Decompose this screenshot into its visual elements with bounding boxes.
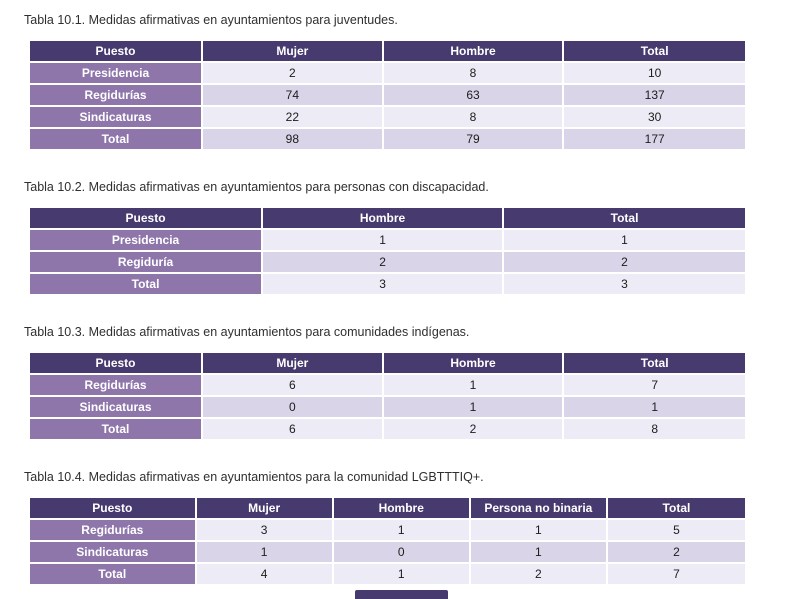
data-cell: 2: [263, 252, 505, 274]
column-header: Puesto: [30, 353, 204, 375]
table-row: Sindicaturas 1 0 1 2: [30, 542, 745, 564]
row-label: Total: [30, 419, 204, 441]
data-cell: 1: [196, 542, 334, 564]
data-cell: 2: [504, 252, 745, 274]
header-row: Puesto Mujer Hombre Persona no binaria Total: [30, 498, 745, 520]
row-label: Regidurías: [30, 85, 204, 107]
row-label: Regidurías: [30, 520, 197, 542]
column-header: Mujer: [203, 41, 384, 63]
affirmative-measures-disability-table: Puesto Hombre Total Presidencia 1 1 Regiduría 2…: [30, 208, 745, 296]
data-cell: 2: [383, 419, 565, 441]
column-header: Mujer: [196, 498, 334, 520]
header-row: Puesto Mujer Hombre Total: [30, 353, 745, 375]
data-cell: 8: [383, 107, 565, 129]
table-section-4: Tabla 10.4. Medidas afirmativas en ayunt…: [0, 470, 800, 586]
data-cell: 1: [263, 230, 505, 252]
data-cell: 1: [333, 520, 471, 542]
column-header: Total: [564, 41, 745, 63]
data-cell: 8: [383, 63, 565, 85]
affirmative-measures-lgbt-table: Puesto Mujer Hombre Persona no binaria Total…: [30, 498, 745, 586]
affirmative-measures-indigenous-table: Puesto Mujer Hombre Total Regidurías 6 1 7 Sindi…: [30, 353, 745, 441]
column-header: Puesto: [30, 208, 264, 230]
column-header: Hombre: [333, 498, 471, 520]
data-cell: 4: [196, 564, 334, 586]
data-cell: 7: [607, 564, 745, 586]
data-cell: 98: [203, 129, 384, 151]
data-cell: 7: [564, 375, 745, 397]
table-row: Regidurías 3 1 1 5: [30, 520, 745, 542]
row-label: Sindicaturas: [30, 397, 204, 419]
row-label: Presidencia: [30, 230, 264, 252]
row-label: Regiduría: [30, 252, 264, 274]
data-cell: 1: [333, 564, 471, 586]
column-header: Puesto: [30, 498, 197, 520]
table-row: Presidencia 2 8 10: [30, 63, 745, 85]
table-row: Total 98 79 177: [30, 129, 745, 151]
column-header: Puesto: [30, 41, 204, 63]
data-cell: 137: [564, 85, 745, 107]
partial-next-table-fragment: [355, 590, 448, 599]
header-row: Puesto Hombre Total: [30, 208, 745, 230]
data-cell: 0: [203, 397, 384, 419]
data-cell: 2: [607, 542, 745, 564]
table-section-3: Tabla 10.3. Medidas afirmativas en ayunt…: [0, 325, 800, 441]
data-cell: 1: [470, 520, 608, 542]
data-cell: 1: [504, 230, 745, 252]
column-header: Hombre: [263, 208, 505, 230]
data-cell: 8: [564, 419, 745, 441]
data-cell: 6: [203, 375, 384, 397]
table-section-1: Tabla 10.1. Medidas afirmativas en ayunt…: [0, 13, 800, 151]
table-row: Regidurías 74 63 137: [30, 85, 745, 107]
data-cell: 6: [203, 419, 384, 441]
table-row: Sindicaturas 0 1 1: [30, 397, 745, 419]
data-cell: 63: [383, 85, 565, 107]
row-label: Sindicaturas: [30, 542, 197, 564]
data-cell: 1: [383, 375, 565, 397]
data-cell: 1: [383, 397, 565, 419]
data-cell: 74: [203, 85, 384, 107]
header-row: Puesto Mujer Hombre Total: [30, 41, 745, 63]
data-cell: 2: [470, 564, 608, 586]
table-row: Total 6 2 8: [30, 419, 745, 441]
table-section-2: Tabla 10.2. Medidas afirmativas en ayunt…: [0, 180, 800, 296]
row-label: Presidencia: [30, 63, 204, 85]
table-caption: Tabla 10.3. Medidas afirmativas en ayunt…: [24, 325, 470, 339]
table-caption: Tabla 10.4. Medidas afirmativas en ayunt…: [24, 470, 484, 484]
data-cell: 177: [564, 129, 745, 151]
column-header: Total: [564, 353, 745, 375]
table-row: Regiduría 2 2: [30, 252, 745, 274]
affirmative-measures-youth-table: Puesto Mujer Hombre Total Presidencia 2 8 10 Reg…: [30, 41, 745, 151]
data-cell: 10: [564, 63, 745, 85]
data-cell: 0: [333, 542, 471, 564]
row-label: Total: [30, 564, 197, 586]
data-cell: 1: [470, 542, 608, 564]
data-cell: 3: [504, 274, 745, 296]
data-cell: 1: [564, 397, 745, 419]
data-cell: 30: [564, 107, 745, 129]
table-row: Total 3 3: [30, 274, 745, 296]
table-row: Total 4 1 2 7: [30, 564, 745, 586]
row-label: Sindicaturas: [30, 107, 204, 129]
table-caption: Tabla 10.2. Medidas afirmativas en ayunt…: [24, 180, 489, 194]
column-header: Mujer: [203, 353, 384, 375]
data-cell: 79: [383, 129, 565, 151]
data-cell: 3: [263, 274, 505, 296]
column-header: Total: [504, 208, 745, 230]
table-caption: Tabla 10.1. Medidas afirmativas en ayunt…: [24, 13, 398, 27]
column-header: Hombre: [383, 41, 565, 63]
data-cell: 3: [196, 520, 334, 542]
column-header: Total: [607, 498, 745, 520]
data-cell: 22: [203, 107, 384, 129]
column-header: Hombre: [383, 353, 565, 375]
table-row: Presidencia 1 1: [30, 230, 745, 252]
row-label: Regidurías: [30, 375, 204, 397]
row-label: Total: [30, 129, 204, 151]
column-header: Persona no binaria: [470, 498, 608, 520]
data-cell: 2: [203, 63, 384, 85]
data-cell: 5: [607, 520, 745, 542]
table-row: Sindicaturas 22 8 30: [30, 107, 745, 129]
table-row: Regidurías 6 1 7: [30, 375, 745, 397]
row-label: Total: [30, 274, 264, 296]
